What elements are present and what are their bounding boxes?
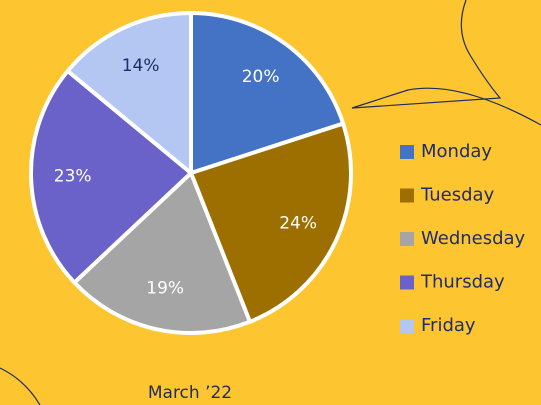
- pie-slice: [29, 69, 193, 285]
- legend-swatch: [400, 188, 414, 203]
- legend-swatch: [400, 145, 414, 159]
- legend-swatch: [400, 232, 414, 246]
- chart-title: March ’22: [148, 383, 232, 403]
- data-label: 23%: [54, 167, 92, 187]
- pie-slice: [189, 11, 346, 175]
- callout-bubble: [351, 0, 541, 126]
- legend-label: Monday: [421, 141, 492, 162]
- legend-swatch: [400, 275, 414, 290]
- pie-slice: [72, 171, 252, 335]
- legend-label: Tuesday: [420, 185, 495, 206]
- legend-label: Friday: [421, 315, 476, 336]
- data-label: 19%: [146, 279, 184, 299]
- pie-slice: [65, 11, 193, 175]
- data-label: 24%: [279, 213, 317, 233]
- legend-swatch: [400, 319, 414, 333]
- callout-bubble: [0, 367, 41, 405]
- legend-label: Thursday: [420, 272, 505, 293]
- data-label: 20%: [242, 67, 280, 87]
- data-label: 14%: [122, 56, 160, 76]
- legend-label: Wednesday: [421, 228, 526, 249]
